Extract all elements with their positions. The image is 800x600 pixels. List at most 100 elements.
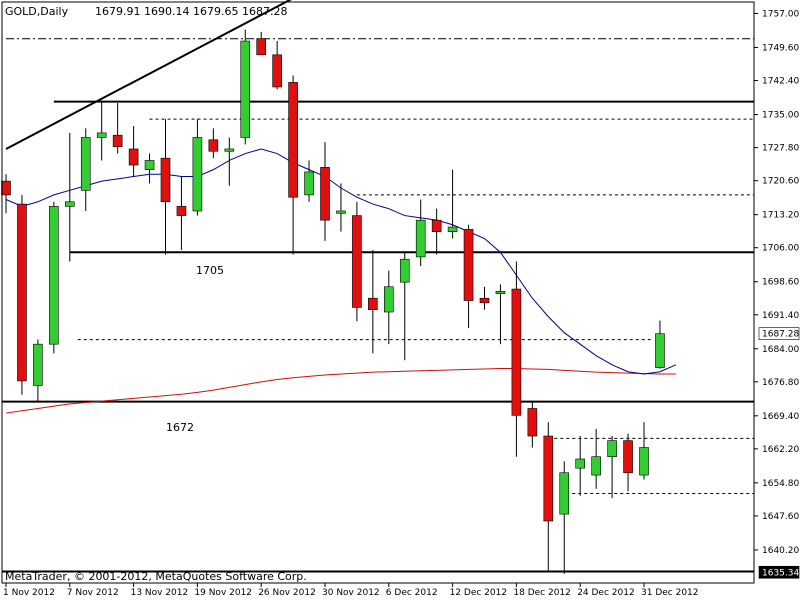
candle — [112, 103, 123, 154]
y-tick-label: 1698.60 — [762, 278, 799, 288]
candle-body — [463, 229, 474, 301]
candle-body — [176, 206, 187, 216]
candle-body — [447, 226, 458, 232]
candle-body — [431, 219, 442, 232]
candle-body — [543, 435, 554, 522]
candle — [495, 284, 506, 345]
candle — [559, 461, 570, 574]
candle-body — [17, 203, 27, 382]
y-tick-label: 1727.80 — [762, 144, 799, 154]
candle-body — [256, 38, 267, 56]
candle-body — [240, 40, 251, 138]
y-tick-label: 1654.80 — [762, 479, 799, 489]
candle-body — [415, 219, 426, 258]
candle-body — [479, 297, 490, 304]
candle-body — [80, 137, 91, 191]
candle — [352, 201, 362, 322]
price-tag-label: 1687.28 — [762, 330, 799, 340]
y-tick-label: 1706.00 — [762, 244, 799, 254]
x-tick-label: 12 Dec 2012 — [450, 588, 508, 598]
candle-body — [65, 201, 75, 207]
candle-body — [655, 333, 665, 368]
x-tick-label: 24 Dec 2012 — [577, 588, 635, 598]
candle — [304, 160, 314, 202]
candle-body — [49, 206, 59, 345]
y-tick-label: 1640.20 — [762, 546, 799, 556]
candle — [208, 128, 219, 159]
y-tick-label: 1662.20 — [762, 445, 799, 455]
y-tick-label: 1742.40 — [762, 77, 799, 87]
candle — [431, 208, 442, 255]
candle-body — [336, 210, 346, 214]
candle — [49, 201, 59, 354]
candle — [320, 142, 330, 241]
candle — [224, 137, 235, 186]
trend-line — [5, 0, 292, 150]
plot-frame — [1, 1, 755, 584]
price-tag-box — [758, 327, 800, 340]
candle-body — [352, 215, 362, 308]
x-tick-label: 26 Nov 2012 — [258, 588, 316, 598]
candle-body — [511, 288, 522, 416]
candle — [463, 224, 474, 329]
y-tick-label: 1684.00 — [762, 345, 799, 355]
candle — [655, 320, 665, 369]
x-tick-label: 6 Dec 2012 — [386, 588, 438, 598]
price-axis: 1757.00 1749.60 1742.40 1735.00 1727.80 1720.… — [754, 9, 800, 579]
x-tick-label: 19 Nov 2012 — [194, 588, 252, 598]
level-label-1705: 1705 — [196, 264, 224, 277]
candle-body — [495, 291, 506, 294]
candle-body — [320, 167, 330, 221]
candle-body — [527, 408, 538, 437]
ma-slow-line — [5, 368, 676, 414]
candle-body — [368, 297, 378, 311]
candle-body — [288, 82, 298, 198]
candle — [144, 153, 155, 184]
candle — [527, 401, 538, 448]
candle-body — [272, 54, 282, 88]
candle — [128, 126, 139, 177]
x-tick-label: 31 Dec 2012 — [641, 588, 699, 598]
candle — [192, 119, 203, 216]
candlesticks — [1, 29, 665, 574]
candle — [639, 422, 649, 480]
candle — [65, 132, 75, 262]
candle — [511, 261, 522, 457]
candle — [176, 176, 187, 251]
candle-body — [112, 134, 123, 147]
candle-body — [33, 343, 43, 386]
candle — [383, 270, 394, 345]
candle — [575, 436, 586, 496]
y-tick-label: 1691.40 — [762, 311, 799, 321]
candle — [591, 429, 601, 489]
candle — [96, 100, 107, 161]
candle — [288, 75, 298, 255]
candle — [447, 169, 458, 239]
candle — [336, 183, 346, 232]
candle-body — [96, 132, 107, 138]
candle — [80, 128, 91, 211]
candle — [17, 194, 27, 395]
candle — [415, 199, 426, 267]
candle — [160, 119, 171, 255]
candle-body — [304, 171, 314, 196]
candle-body — [623, 440, 633, 474]
candle-body — [591, 456, 601, 476]
candle-body — [559, 472, 570, 515]
candle-body — [639, 447, 649, 476]
price-tag-box — [758, 565, 800, 579]
candle-body — [607, 440, 617, 457]
candle — [368, 250, 378, 354]
candle — [623, 433, 633, 492]
y-tick-label: 1669.40 — [762, 412, 799, 422]
y-tick-label: 1749.60 — [762, 43, 799, 53]
level-label-1672: 1672 — [166, 421, 194, 434]
y-tick-label: 1676.80 — [762, 378, 799, 388]
candle-body — [208, 139, 219, 152]
chart-header-symbol: GOLD,Daily — [5, 5, 69, 18]
time-axis: 1 Nov 2012 7 Nov 2012 13 Nov 2012 19 Nov 20… — [3, 583, 699, 598]
candle — [543, 422, 554, 572]
candle-body — [575, 458, 586, 469]
